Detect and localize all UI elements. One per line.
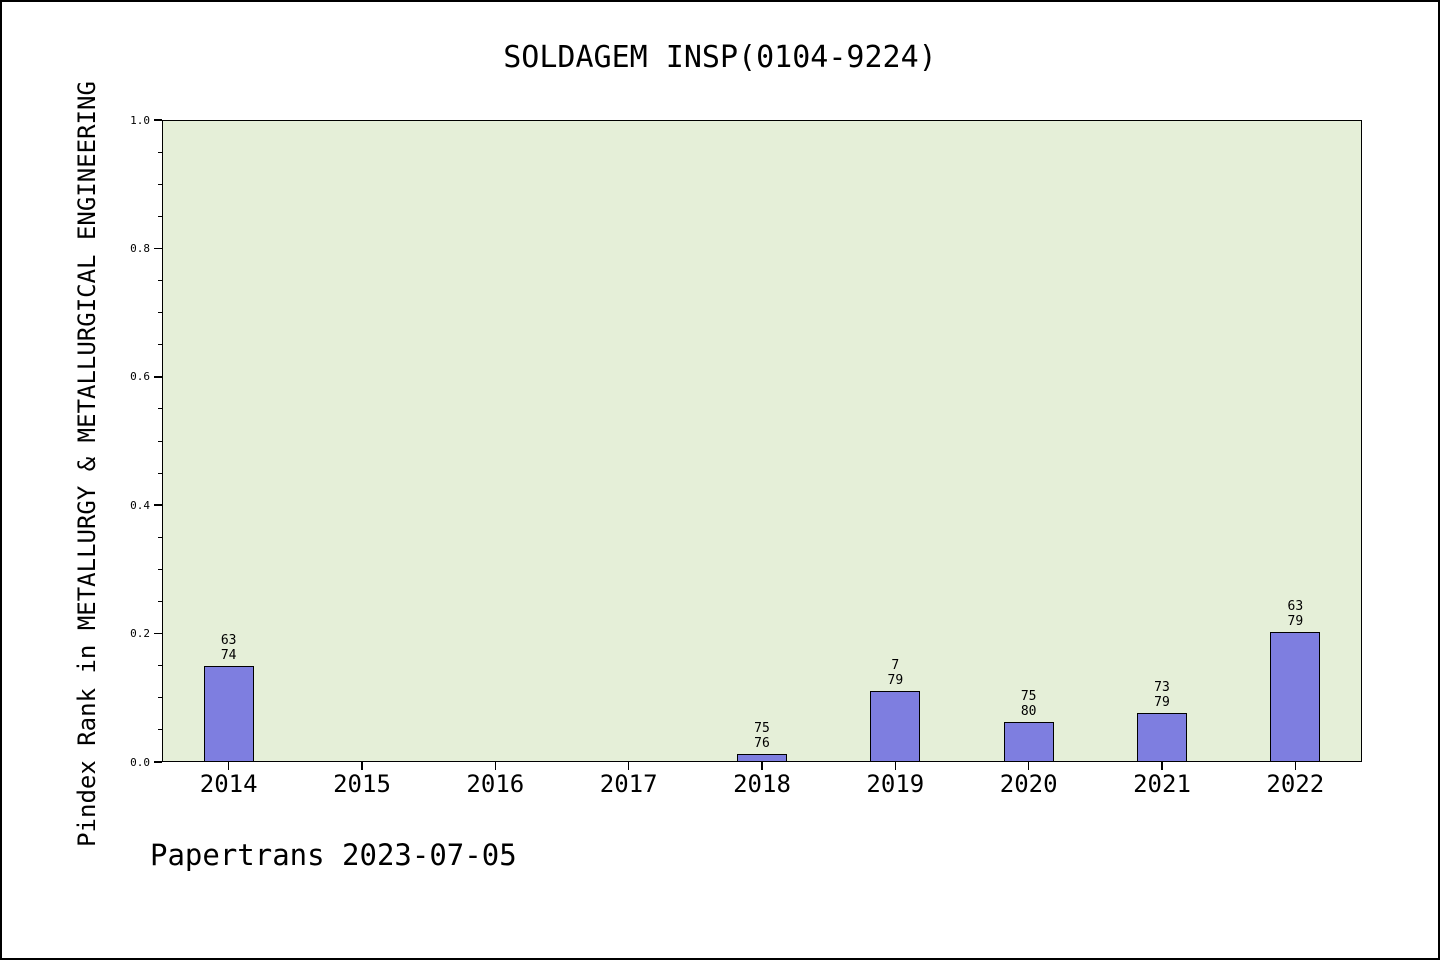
x-tick [761,762,763,770]
y-tick [154,247,162,250]
y-minor-tick [158,183,162,185]
bar-value-line: 63 [1287,598,1304,614]
x-tick-label: 2016 [466,770,525,798]
bar-value-line: 76 [754,735,770,751]
bar-value-line: 79 [887,673,904,689]
y-minor-tick [158,601,162,602]
x-tick-label: 2014 [199,770,258,798]
y-minor-tick [158,536,162,538]
bar-value-line: 75 [1020,688,1037,704]
y-tick-label: 1.0 [130,113,150,127]
x-tick [361,762,363,770]
plot-area [162,120,1362,762]
x-tick-label: 2018 [733,770,791,798]
x-tick [494,762,497,770]
bar-value-label: 75 80 [989,689,1069,719]
bar-value-label: 7 79 [855,658,935,688]
bar-value-label: 75 76 [722,721,802,751]
x-tick-label: 2020 [999,770,1058,798]
y-minor-tick [158,665,162,667]
bar-value-line: 75 [754,720,770,736]
chart-title: SOLDAGEM INSP(0104-9224) [503,40,937,75]
y-minor-tick [158,151,162,153]
y-tick [154,504,162,506]
y-tick [154,376,162,378]
x-tick-label: 2017 [599,770,658,798]
bar-value-label: 73 79 [1122,680,1202,710]
footer-watermark: Papertrans 2023-07-05 [150,838,517,872]
y-tick-label: 0.8 [130,241,150,255]
x-tick-label: 2022 [1266,770,1325,798]
bar-value-line: 7 [891,658,900,674]
y-tick-label: 0.0 [130,755,150,769]
y-minor-tick [158,215,162,217]
bar-value-line: 79 [1287,613,1304,629]
bar [1137,713,1187,762]
x-tick [1027,762,1030,770]
y-tick [154,119,162,121]
x-tick [1161,762,1163,770]
y-minor-tick [158,568,162,570]
y-minor-tick [158,440,162,442]
bar-value-label: 63 74 [189,633,269,663]
bar-value-line: 74 [220,648,237,664]
x-tick-label: 2021 [1133,770,1191,798]
y-tick-label: 0.6 [130,370,150,384]
bar [870,691,921,762]
bar-value-line: 80 [1020,703,1037,719]
y-minor-tick [158,729,162,731]
x-tick [227,762,230,770]
y-minor-tick [158,344,162,346]
y-tick-label: 0.4 [130,498,150,512]
y-minor-tick [158,312,162,314]
x-tick [627,762,630,770]
x-tick-label: 2015 [333,770,391,798]
y-minor-tick [158,472,162,474]
bar [203,666,254,762]
x-tick [1294,762,1297,770]
y-tick [154,632,162,635]
y-minor-tick [158,280,162,281]
bar-value-line: 79 [1154,695,1170,711]
y-tick-label: 0.2 [130,627,150,641]
bar [737,753,787,762]
y-minor-tick [158,408,162,410]
bar-value-line: 73 [1154,680,1170,696]
bar-value-label: 63 79 [1255,599,1335,629]
x-tick [894,762,897,770]
y-tick [154,761,162,763]
bar [1003,721,1054,762]
x-tick-label: 2019 [866,770,925,798]
bar [1270,631,1321,762]
y-minor-tick [158,697,162,699]
bar-value-line: 63 [220,633,237,649]
